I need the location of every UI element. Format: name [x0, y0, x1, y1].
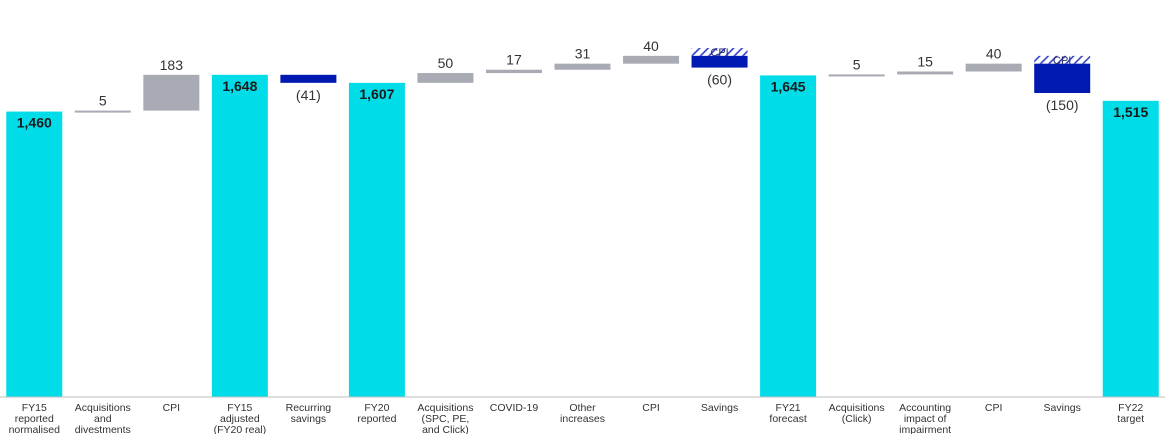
bar-savings-cpi-offset — [691, 48, 748, 56]
bar-value-label: (60) — [707, 72, 732, 88]
bar-savings — [1034, 63, 1091, 93]
bar-total — [760, 75, 817, 397]
category-label: CPI — [642, 402, 660, 414]
labels-layer: 1,460 5 183 1,648 (41) 1,607 50 17 31 40 CPI (60) 1,… — [17, 38, 1149, 131]
category-label: FY15 reported normalised — [9, 402, 61, 434]
cpi-offset-label: CPI — [1053, 55, 1071, 67]
bar-total — [348, 82, 405, 398]
bar-increase — [485, 69, 542, 74]
bar-value-label: 1,607 — [359, 86, 394, 102]
bar-savings-cpi-offset — [1034, 55, 1091, 64]
bar-savings — [691, 55, 748, 68]
bar-increase — [828, 74, 885, 77]
category-label: Accounting impact of impairment — [899, 402, 951, 434]
category-label: FY15 adjusted (FY20 real) — [214, 402, 267, 434]
cpi-offset-label: CPI — [710, 47, 728, 59]
category-label: COVID-19 — [490, 402, 539, 414]
bar-value-label: 50 — [438, 55, 454, 71]
bar-increase — [897, 71, 954, 75]
bar-value-label: (41) — [296, 87, 321, 103]
bar-value-label: 1,645 — [771, 78, 806, 94]
bar-increase — [965, 63, 1022, 72]
bar-value-label: 40 — [643, 38, 659, 54]
bar-value-label: 1,460 — [17, 115, 52, 131]
bar-value-label: 1,515 — [1113, 104, 1148, 120]
bar-value-label: 15 — [917, 53, 933, 69]
category-label: Acquisitions (SPC, PE, and Click) — [417, 402, 473, 434]
bar-increase — [623, 55, 680, 64]
category-labels: FY15 reported normalised Acquisitions and div… — [9, 402, 1145, 434]
category-label: Acquisitions and divestments — [75, 402, 131, 434]
category-label: CPI — [985, 402, 1003, 414]
bar-value-label: 17 — [506, 52, 522, 68]
category-label: Savings — [1044, 402, 1081, 414]
category-label: FY21 forecast — [769, 402, 806, 425]
category-label: Savings — [701, 402, 738, 414]
category-label: Recurring savings — [286, 402, 332, 425]
category-label: FY22 target — [1117, 402, 1144, 425]
bar-value-label: 183 — [160, 57, 184, 73]
bar-increase — [417, 73, 474, 83]
bar-value-label: 31 — [575, 46, 591, 62]
bar-value-label: 1,648 — [222, 78, 257, 94]
category-label: Other increases — [560, 402, 605, 425]
bar-savings — [280, 74, 337, 83]
category-label: Acquisitions (Click) — [829, 402, 885, 425]
bar-value-label: 5 — [99, 93, 107, 109]
bar-increase — [143, 74, 200, 111]
bar-value-label: 5 — [853, 56, 861, 72]
bars-layer — [6, 48, 1159, 398]
bar-total — [211, 74, 268, 397]
category-label: CPI — [163, 402, 181, 414]
category-label: FY20 reported — [357, 402, 396, 425]
bar-total — [1102, 100, 1159, 397]
bar-increase — [554, 63, 611, 70]
bar-total — [6, 111, 63, 397]
bar-increase — [74, 110, 131, 113]
bar-value-label: 40 — [986, 46, 1002, 62]
bar-value-label: (150) — [1046, 97, 1079, 113]
